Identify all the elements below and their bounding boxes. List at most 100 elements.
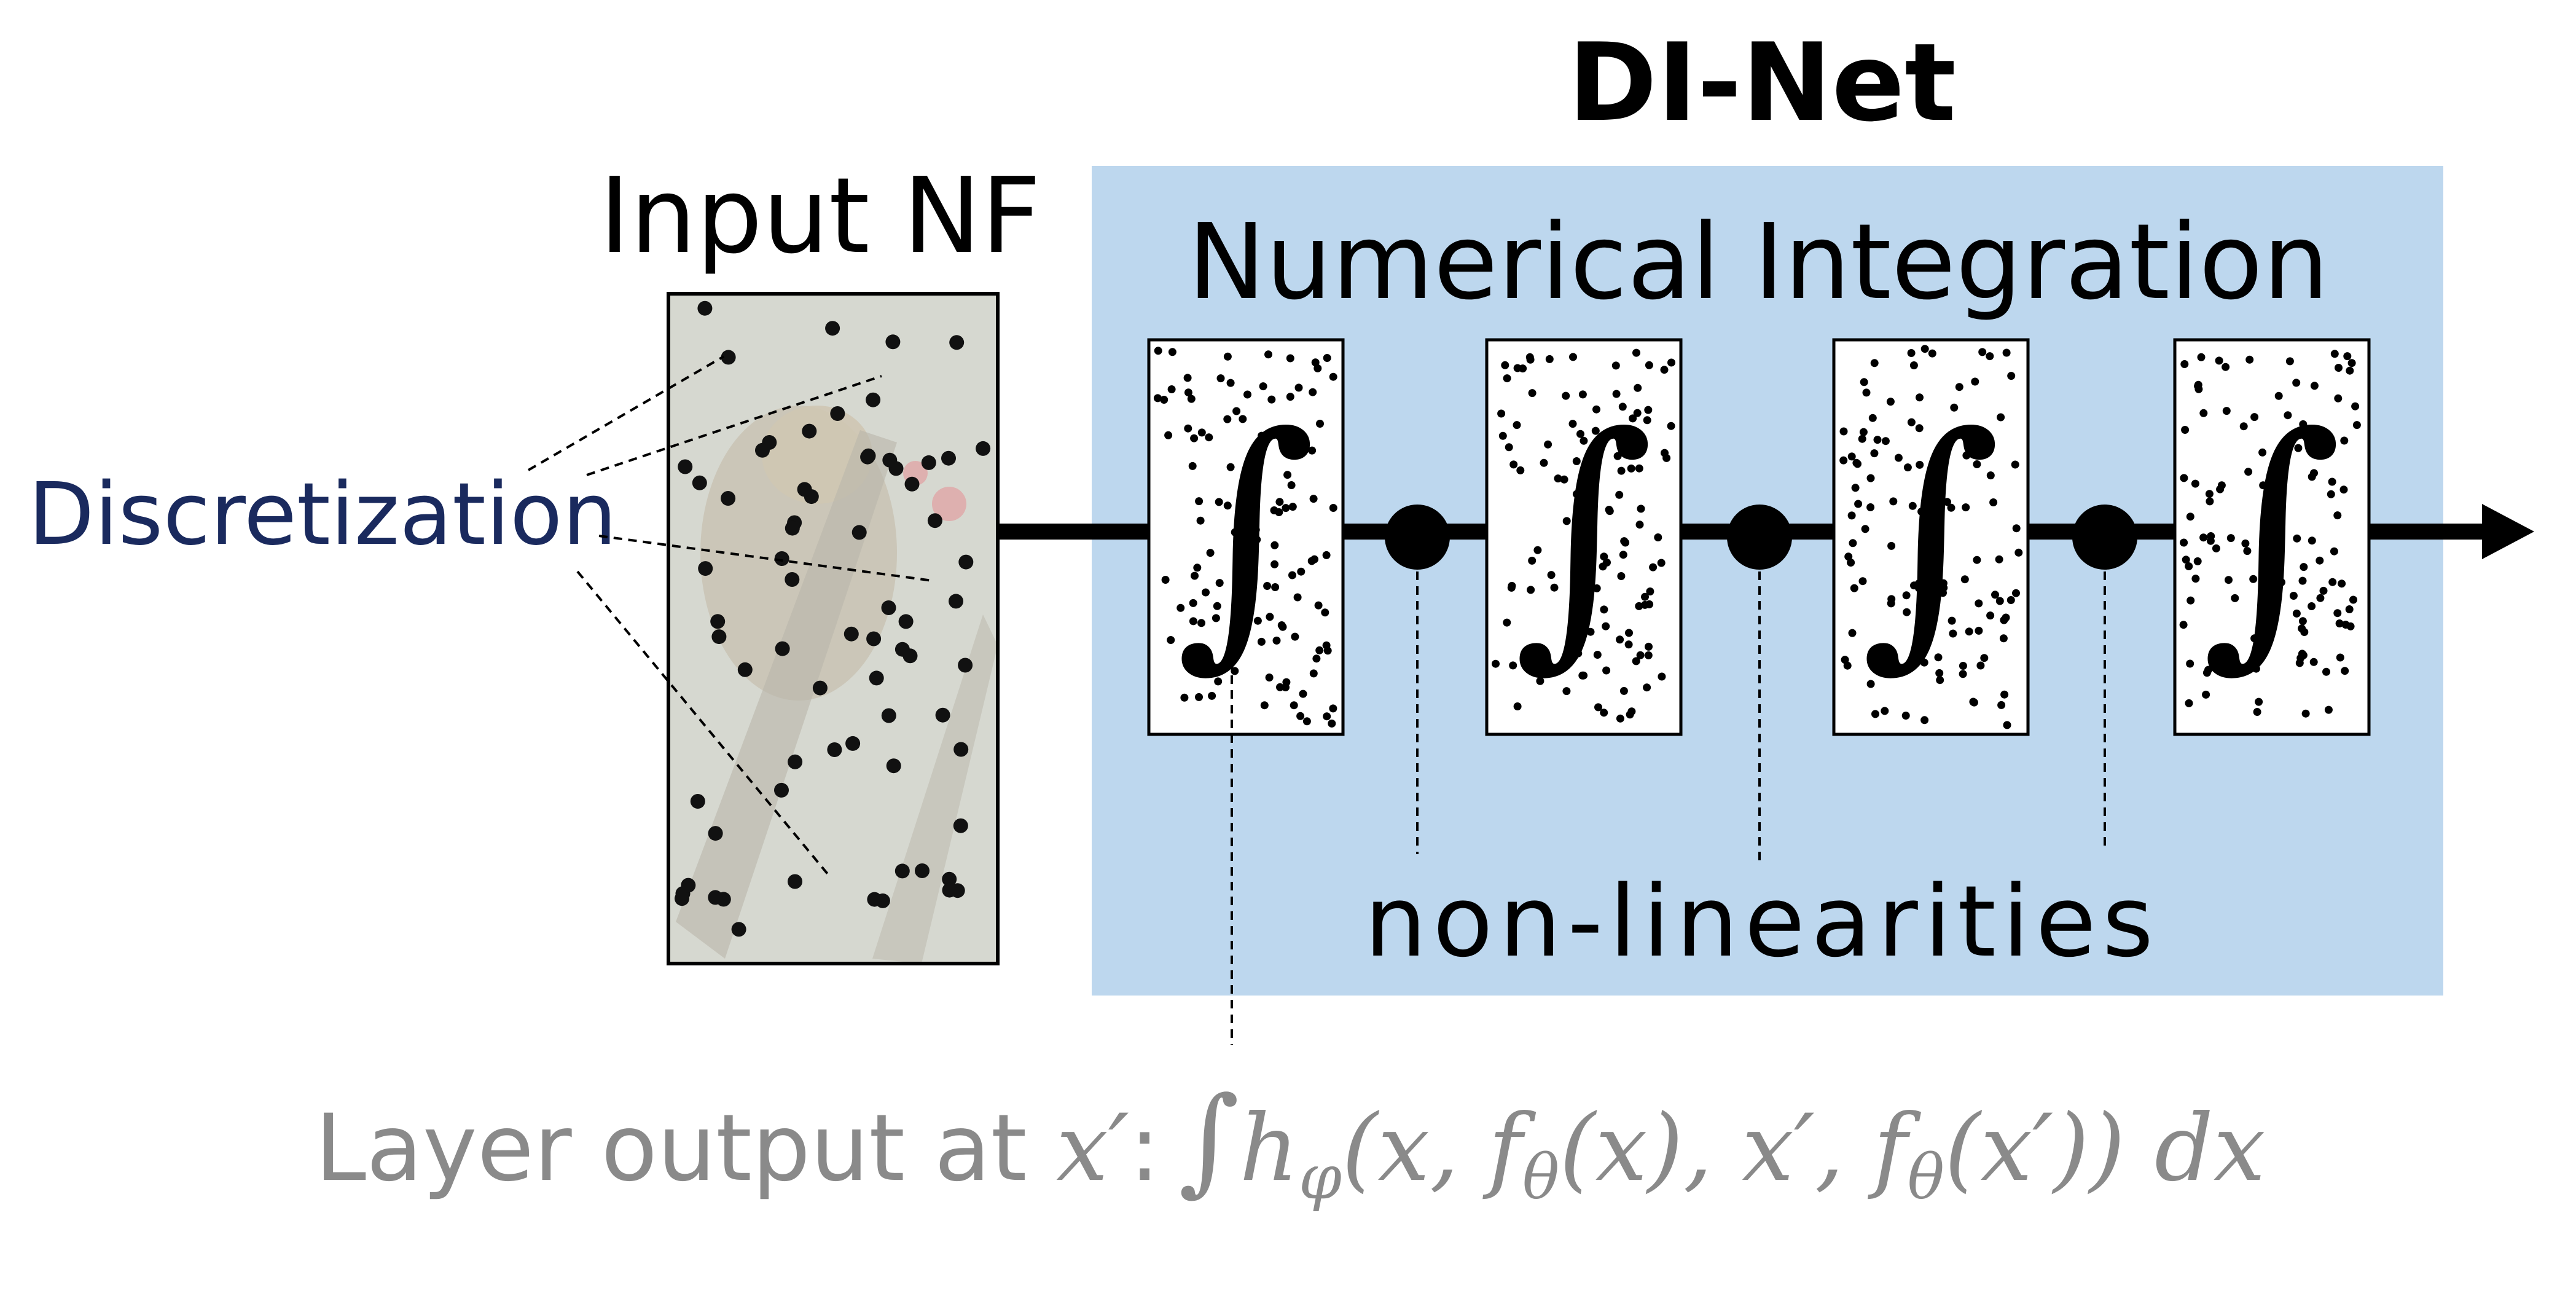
quadrature-point: [1241, 531, 1250, 540]
quadrature-point: [2002, 348, 2011, 357]
quadrature-point: [2007, 372, 2016, 380]
formula-args-1: (x, f: [1342, 1095, 1536, 1202]
quadrature-point: [1962, 451, 1971, 460]
quadrature-point: [1213, 602, 1221, 610]
quadrature-point: [1253, 616, 1262, 625]
quadrature-point: [1312, 654, 1321, 663]
quadrature-point: [1576, 430, 1584, 438]
quadrature-point: [2243, 547, 2252, 556]
quadrature-point: [2333, 511, 2342, 520]
quadrature-point: [2193, 557, 2202, 565]
quadrature-point: [1660, 366, 1669, 374]
quadrature-point: [1617, 572, 1626, 580]
quadrature-point: [1528, 389, 1537, 398]
sample-point: [866, 392, 881, 407]
formula-theta-1: θ: [1522, 1141, 1559, 1213]
sample-point: [898, 614, 914, 629]
quadrature-point: [1916, 460, 1924, 469]
sample-point: [881, 708, 896, 723]
quadrature-point: [1215, 498, 1223, 506]
quadrature-point: [2345, 605, 2354, 613]
quadrature-point: [1975, 626, 1983, 635]
quadrature-point: [1971, 377, 1979, 386]
quadrature-point: [2322, 667, 2330, 676]
quadrature-point: [1943, 498, 1951, 506]
sample-point: [895, 863, 910, 879]
quadrature-point: [1989, 498, 1998, 506]
quadrature-point: [1644, 406, 1653, 414]
quadrature-point: [1214, 677, 1223, 686]
quadrature-point: [1908, 501, 1917, 510]
quadrature-point: [1265, 674, 1274, 681]
quadrature-point: [2347, 359, 2356, 367]
quadrature-point: [1662, 454, 1671, 462]
quadrature-point: [1959, 670, 1967, 678]
input-nf-frame: [667, 292, 1000, 965]
quadrature-point: [2285, 357, 2294, 366]
quadrature-point: [1940, 584, 1948, 592]
quadrature-point: [1578, 671, 1587, 680]
quadrature-point: [1624, 640, 1633, 649]
quadrature-point: [1164, 431, 1173, 439]
sample-point: [976, 441, 991, 456]
quadrature-point: [1839, 456, 1848, 465]
quadrature-point: [1858, 577, 1867, 586]
quadrature-point: [1232, 407, 1241, 415]
quadrature-point: [2258, 625, 2267, 634]
quadrature-point: [1503, 618, 1511, 627]
quadrature-point: [2316, 594, 2325, 602]
quadrature-point: [2241, 539, 2250, 548]
quadrature-point: [2011, 460, 2019, 469]
quadrature-point: [2294, 444, 2303, 452]
quadrature-point: [1196, 516, 1205, 525]
sample-point: [785, 520, 800, 536]
quadrature-point: [1641, 592, 1649, 601]
quadrature-point: [1562, 391, 1570, 400]
quadrature-point: [1643, 416, 1651, 425]
quadrature-point: [2289, 592, 2298, 600]
sample-point: [915, 863, 930, 878]
quadrature-point: [1321, 608, 1329, 617]
quadrature-point: [1960, 575, 1969, 584]
quadrature-point: [1995, 555, 2003, 564]
quadrature-point: [1635, 464, 1643, 473]
quadrature-point: [2250, 634, 2259, 643]
quadrature-point: [2349, 595, 2357, 604]
sample-point: [902, 648, 918, 664]
quadrature-point: [1602, 666, 1611, 675]
quadrature-point: [1282, 504, 1290, 513]
quadrature-point: [1654, 533, 1662, 541]
quadrature-point: [2002, 613, 2010, 622]
quadrature-point: [2255, 697, 2263, 706]
quadrature-point: [1973, 460, 1981, 468]
integral-symbol: ∫: [1175, 379, 1316, 693]
quadrature-point: [1626, 710, 1634, 719]
quadrature-point: [1544, 440, 1552, 449]
sample-point: [869, 670, 884, 686]
quadrature-point: [1635, 602, 1643, 610]
sample-point: [958, 658, 973, 673]
quadrature-point: [1935, 497, 1943, 505]
quadrature-point: [2006, 596, 2015, 604]
quadrature-point: [1844, 552, 1853, 561]
quadrature-point: [1513, 702, 1522, 710]
quadrature-point: [1277, 621, 1286, 629]
quadrature-point: [1920, 716, 1929, 725]
quadrature-point: [2300, 628, 2309, 636]
quadrature-point: [1188, 462, 1197, 470]
sample-point: [788, 754, 803, 769]
quadrature-point: [1594, 703, 1602, 712]
quadrature-point: [1591, 426, 1600, 435]
quadrature-point: [2222, 363, 2230, 371]
quadrature-point: [2194, 380, 2202, 389]
quadrature-point: [2263, 543, 2271, 551]
quadrature-point: [1583, 489, 1591, 498]
quadrature-point: [2330, 547, 2338, 556]
integral-symbol: ∫: [1513, 379, 1654, 693]
quadrature-point: [1649, 563, 1658, 571]
quadrature-point: [2186, 513, 2194, 521]
sample-point: [921, 455, 936, 470]
quadrature-point: [1866, 503, 1875, 511]
quadrature-point: [1193, 564, 1202, 572]
quadrature-point: [1212, 614, 1220, 623]
